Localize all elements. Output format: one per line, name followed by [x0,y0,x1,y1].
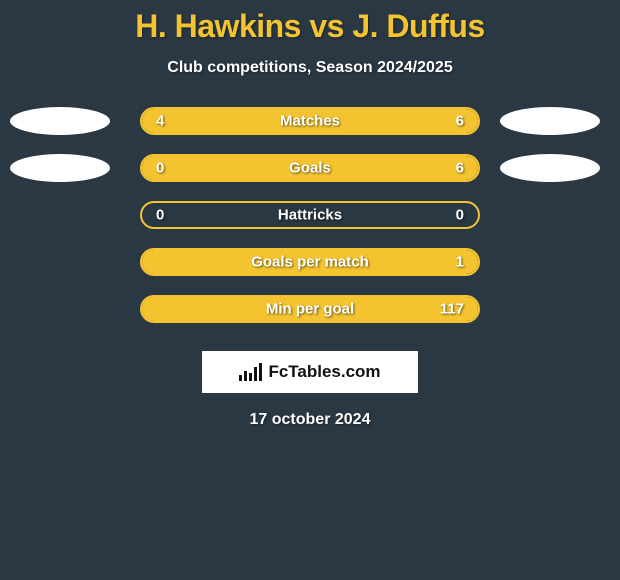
player-right-ellipse [500,154,600,182]
player-left-ellipse [10,107,110,135]
page-title: H. Hawkins vs J. Duffus [135,8,484,45]
stat-value-right: 6 [456,113,464,130]
stat-label: Goals [289,160,331,177]
stat-label: Min per goal [266,301,354,318]
stat-label: Goals per match [251,254,369,271]
stat-bar-track: 0 Goals 6 [140,154,480,182]
stat-bar-track: Min per goal 117 [140,295,480,323]
stat-row: 0 Hattricks 0 [0,201,620,229]
stat-value-left: 4 [156,113,164,130]
fctables-logo: FcTables.com [202,351,418,393]
stat-row: 4 Matches 6 [0,107,620,135]
subtitle: Club competitions, Season 2024/2025 [167,59,452,77]
logo-bars-icon [239,363,262,381]
stat-value-right: 0 [456,207,464,224]
player-left-ellipse [10,154,110,182]
stat-label: Hattricks [278,207,342,224]
stat-row: 0 Goals 6 [0,154,620,182]
player-right-ellipse [500,107,600,135]
stat-value-left: 0 [156,160,164,177]
stat-value-left: 0 [156,207,164,224]
stat-bar-track: Goals per match 1 [140,248,480,276]
stat-label: Matches [280,113,340,130]
stat-value-right: 1 [456,254,464,271]
date-label: 17 october 2024 [250,411,371,429]
stat-row: Goals per match 1 [0,248,620,276]
stat-row: Min per goal 117 [0,295,620,323]
stat-value-right: 6 [456,160,464,177]
comparison-infographic: H. Hawkins vs J. Duffus Club competition… [0,0,620,429]
stat-value-right: 117 [440,301,464,318]
stat-bar-track: 0 Hattricks 0 [140,201,480,229]
stat-bar-track: 4 Matches 6 [140,107,480,135]
logo-text: FcTables.com [268,362,380,382]
stats-rows: 4 Matches 6 0 Goals 6 0 Hattricks 0 Goals per mat… [0,107,620,323]
